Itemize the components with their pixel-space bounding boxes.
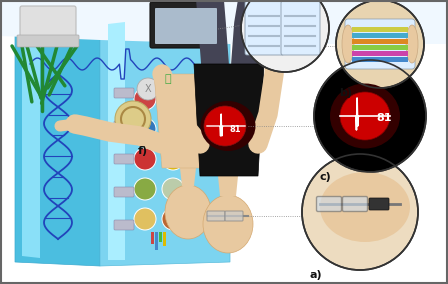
Text: b): b) bbox=[339, 88, 352, 98]
Text: 🌿: 🌿 bbox=[165, 74, 171, 84]
FancyBboxPatch shape bbox=[114, 154, 134, 164]
Ellipse shape bbox=[330, 83, 400, 149]
Circle shape bbox=[241, 0, 329, 72]
Ellipse shape bbox=[406, 25, 418, 63]
FancyBboxPatch shape bbox=[114, 220, 134, 230]
Text: c): c) bbox=[319, 172, 331, 182]
FancyBboxPatch shape bbox=[261, 43, 289, 46]
Polygon shape bbox=[108, 22, 125, 260]
FancyBboxPatch shape bbox=[259, 35, 291, 55]
Circle shape bbox=[162, 148, 184, 170]
Circle shape bbox=[162, 208, 184, 230]
FancyBboxPatch shape bbox=[352, 33, 408, 38]
FancyBboxPatch shape bbox=[245, 1, 284, 55]
Text: a): a) bbox=[310, 270, 323, 280]
FancyBboxPatch shape bbox=[352, 39, 408, 44]
FancyBboxPatch shape bbox=[155, 8, 217, 44]
Text: d): d) bbox=[200, 88, 213, 98]
FancyBboxPatch shape bbox=[207, 211, 225, 221]
Ellipse shape bbox=[320, 172, 410, 242]
Ellipse shape bbox=[203, 195, 253, 253]
Polygon shape bbox=[0, 0, 448, 44]
Polygon shape bbox=[154, 74, 218, 168]
Text: e): e) bbox=[244, 72, 257, 82]
Circle shape bbox=[134, 88, 156, 110]
Text: 81: 81 bbox=[229, 124, 241, 133]
Circle shape bbox=[162, 88, 184, 110]
FancyBboxPatch shape bbox=[281, 1, 320, 55]
FancyBboxPatch shape bbox=[261, 39, 289, 43]
FancyBboxPatch shape bbox=[114, 88, 134, 98]
FancyBboxPatch shape bbox=[261, 47, 289, 49]
Ellipse shape bbox=[201, 101, 255, 151]
FancyBboxPatch shape bbox=[343, 197, 367, 212]
Circle shape bbox=[314, 60, 426, 172]
FancyBboxPatch shape bbox=[150, 2, 222, 48]
FancyBboxPatch shape bbox=[352, 27, 408, 32]
Circle shape bbox=[336, 0, 424, 88]
Polygon shape bbox=[22, 26, 40, 258]
FancyBboxPatch shape bbox=[261, 50, 289, 53]
Circle shape bbox=[137, 78, 159, 100]
Circle shape bbox=[162, 178, 184, 200]
Ellipse shape bbox=[270, 20, 286, 32]
FancyBboxPatch shape bbox=[369, 198, 389, 210]
Circle shape bbox=[170, 84, 180, 94]
FancyBboxPatch shape bbox=[352, 51, 408, 56]
FancyBboxPatch shape bbox=[225, 211, 243, 221]
Circle shape bbox=[134, 118, 156, 140]
Bar bbox=[163, 232, 165, 246]
Circle shape bbox=[164, 78, 186, 100]
Polygon shape bbox=[194, 64, 264, 176]
Text: 81: 81 bbox=[376, 113, 392, 123]
FancyBboxPatch shape bbox=[20, 6, 76, 46]
Circle shape bbox=[115, 101, 151, 137]
Circle shape bbox=[302, 154, 418, 270]
FancyBboxPatch shape bbox=[345, 19, 415, 69]
Circle shape bbox=[134, 148, 156, 170]
FancyBboxPatch shape bbox=[114, 121, 134, 131]
FancyBboxPatch shape bbox=[352, 57, 408, 62]
Circle shape bbox=[134, 178, 156, 200]
Ellipse shape bbox=[204, 106, 246, 146]
Bar bbox=[159, 232, 161, 242]
FancyBboxPatch shape bbox=[352, 45, 408, 50]
FancyBboxPatch shape bbox=[316, 197, 341, 212]
Text: X: X bbox=[145, 84, 151, 94]
Polygon shape bbox=[218, 176, 238, 196]
FancyBboxPatch shape bbox=[114, 187, 134, 197]
Ellipse shape bbox=[165, 185, 211, 239]
Polygon shape bbox=[180, 168, 196, 186]
Ellipse shape bbox=[340, 92, 390, 140]
Polygon shape bbox=[15, 20, 100, 266]
Circle shape bbox=[162, 118, 184, 140]
Bar bbox=[155, 232, 158, 250]
Bar bbox=[151, 232, 154, 244]
Ellipse shape bbox=[342, 25, 354, 63]
Circle shape bbox=[134, 208, 156, 230]
Text: f): f) bbox=[138, 146, 148, 156]
FancyBboxPatch shape bbox=[17, 35, 79, 47]
Polygon shape bbox=[100, 16, 230, 266]
